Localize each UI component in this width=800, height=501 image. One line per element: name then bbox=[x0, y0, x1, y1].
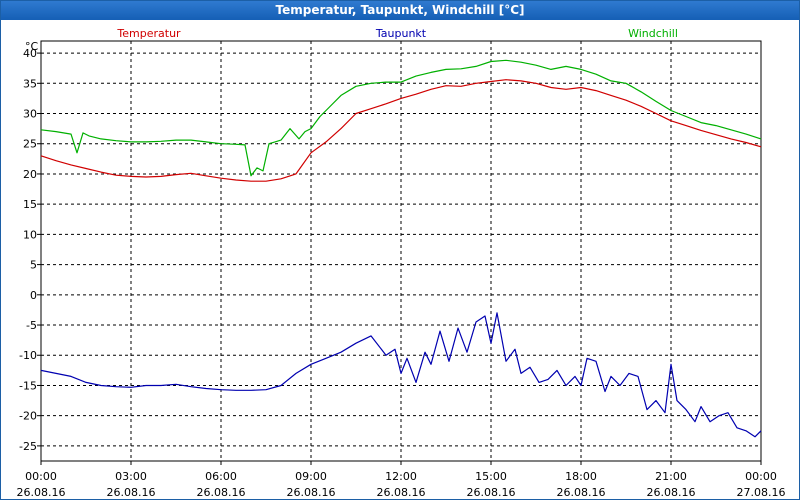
y-tick-label: 35 bbox=[23, 77, 37, 90]
chart-labels: 40 35 30 25 20 15 10 5 0 -5 -10 -15 -20 -25 00:00 26.08… bbox=[17, 27, 786, 499]
series-line-windchill bbox=[40, 59, 762, 177]
x-tick-date-label: 26.08.16 bbox=[647, 486, 696, 499]
chart-series bbox=[40, 59, 762, 438]
x-tick-date-label: 26.08.16 bbox=[197, 486, 246, 499]
x-tick-date-label: 26.08.16 bbox=[467, 486, 516, 499]
x-tick-date-label: 26.08.16 bbox=[17, 486, 66, 499]
x-tick-date-label: 26.08.16 bbox=[377, 486, 426, 499]
y-tick-label: 30 bbox=[23, 108, 37, 121]
x-tick-date-label: 26.08.16 bbox=[287, 486, 336, 499]
x-tick-date-label: 27.08.16 bbox=[737, 486, 786, 499]
y-tick-label: 5 bbox=[30, 259, 37, 272]
x-tick-time-label: 00:00 bbox=[745, 470, 777, 483]
chart-axes bbox=[37, 40, 762, 465]
y-tick-label: -20 bbox=[19, 410, 37, 423]
y-tick-label: 40 bbox=[23, 47, 37, 60]
y-tick-label: -10 bbox=[19, 349, 37, 362]
y-tick-label: 20 bbox=[23, 168, 37, 181]
y-tick-label: 10 bbox=[23, 228, 37, 241]
y-tick-label: -15 bbox=[19, 379, 37, 392]
legend-taupunkt: Taupunkt bbox=[375, 27, 427, 40]
chart-grid bbox=[40, 41, 762, 461]
x-tick-date-label: 26.08.16 bbox=[557, 486, 606, 499]
x-tick-time-label: 18:00 bbox=[565, 470, 597, 483]
y-axis-unit-label: °C bbox=[25, 40, 39, 53]
x-tick-time-label: 09:00 bbox=[295, 470, 327, 483]
y-tick-label: 25 bbox=[23, 138, 37, 151]
x-tick-time-label: 06:00 bbox=[205, 470, 237, 483]
y-tick-label: 15 bbox=[23, 198, 37, 211]
y-tick-label: -25 bbox=[19, 440, 37, 453]
x-tick-time-label: 15:00 bbox=[475, 470, 507, 483]
legend-temperatur: Temperatur bbox=[116, 27, 181, 40]
y-tick-label: -5 bbox=[26, 319, 37, 332]
x-tick-time-label: 03:00 bbox=[115, 470, 147, 483]
x-tick-time-label: 21:00 bbox=[655, 470, 687, 483]
legend-windchill: Windchill bbox=[628, 27, 678, 40]
plot-frame bbox=[40, 40, 762, 462]
series-line-temperatur bbox=[40, 79, 762, 182]
x-tick-date-label: 26.08.16 bbox=[107, 486, 156, 499]
x-tick-time-label: 00:00 bbox=[25, 470, 57, 483]
window-title: Temperatur, Taupunkt, Windchill [°C] bbox=[1, 1, 799, 20]
x-tick-time-label: 12:00 bbox=[385, 470, 417, 483]
series-line-taupunkt bbox=[40, 312, 762, 438]
y-tick-label: 0 bbox=[30, 289, 37, 302]
